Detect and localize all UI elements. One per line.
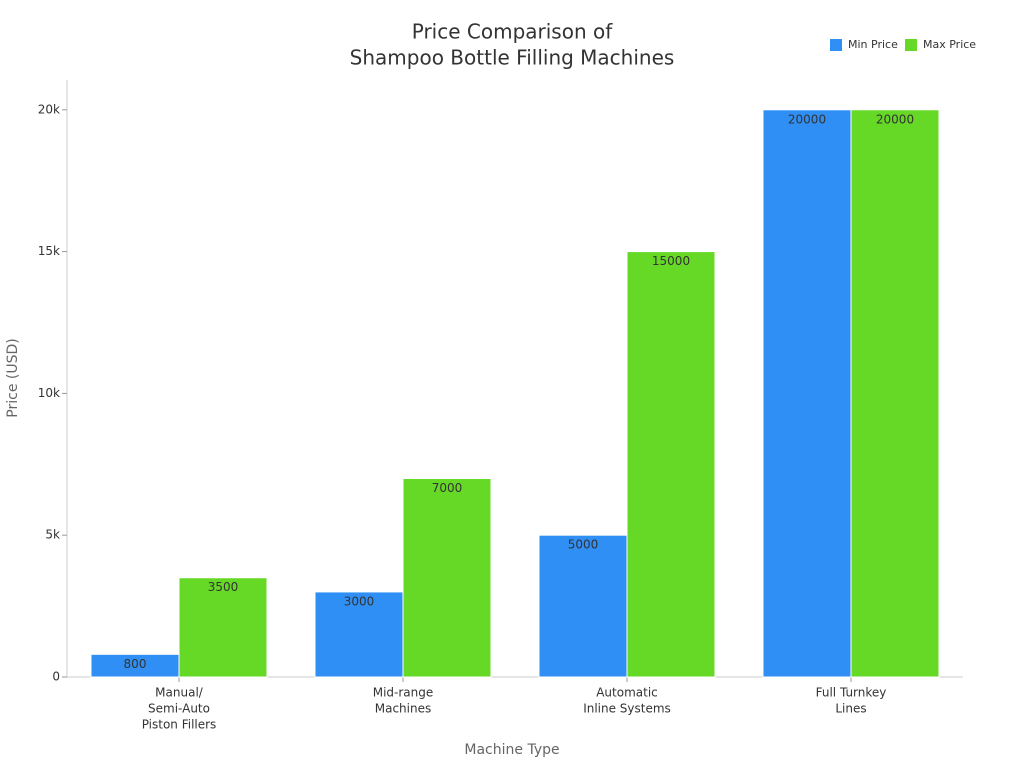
y-axis-label: Price (USD) bbox=[5, 338, 21, 417]
y-tick-label: 20k bbox=[38, 102, 60, 116]
y-tick-label: 0 bbox=[52, 670, 60, 684]
x-axis-label: Machine Type bbox=[464, 742, 559, 758]
bar bbox=[850, 109, 940, 678]
legend-label: Min Price bbox=[848, 38, 898, 51]
x-tick-label: Lines bbox=[835, 702, 866, 716]
bar bbox=[402, 477, 492, 678]
chart-title: Shampoo Bottle Filling Machines bbox=[350, 46, 675, 70]
legend-label: Max Price bbox=[923, 38, 976, 51]
value-label: 800 bbox=[124, 657, 147, 671]
y-tick-label: 15k bbox=[38, 244, 60, 258]
x-tick-label: Machines bbox=[375, 702, 431, 716]
chart-title: Price Comparison of bbox=[412, 20, 613, 44]
x-tick-label: Piston Fillers bbox=[142, 718, 217, 732]
legend-swatch bbox=[830, 39, 842, 51]
value-label: 5000 bbox=[568, 538, 599, 552]
x-tick-label: Inline Systems bbox=[583, 702, 671, 716]
bar bbox=[314, 591, 404, 678]
bar bbox=[626, 251, 716, 678]
value-label: 3000 bbox=[344, 594, 375, 608]
bar bbox=[762, 109, 852, 678]
value-label: 20000 bbox=[788, 112, 826, 126]
x-tick-label: Mid-range bbox=[373, 686, 434, 700]
value-label: 7000 bbox=[432, 481, 463, 495]
x-tick-label: Automatic bbox=[596, 686, 658, 700]
x-tick-label: Full Turnkey bbox=[816, 686, 887, 700]
value-label: 3500 bbox=[208, 580, 239, 594]
y-tick-label: 5k bbox=[45, 528, 60, 542]
y-tick-label: 10k bbox=[38, 386, 60, 400]
bar bbox=[538, 534, 628, 678]
legend-swatch bbox=[905, 39, 917, 51]
x-tick-label: Semi-Auto bbox=[148, 702, 210, 716]
bar bbox=[178, 577, 268, 678]
value-label: 20000 bbox=[876, 112, 914, 126]
x-tick-label: Manual/ bbox=[155, 686, 204, 700]
value-label: 15000 bbox=[652, 254, 690, 268]
